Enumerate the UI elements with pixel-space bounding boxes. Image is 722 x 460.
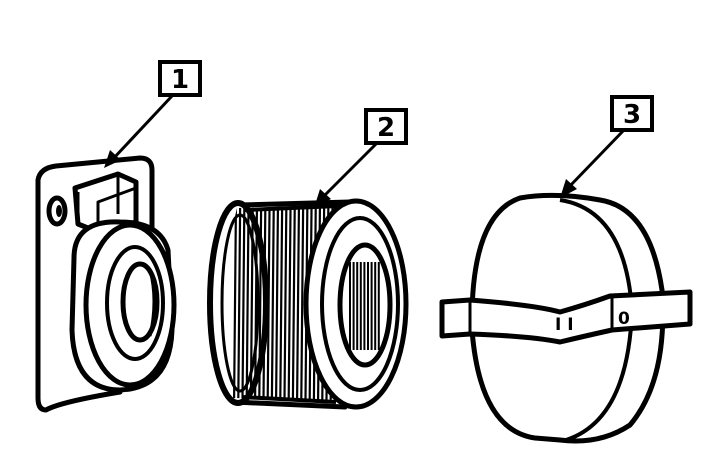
pleat-line	[249, 206, 254, 400]
pleat-line	[283, 206, 288, 400]
callout-1-label: 1	[171, 65, 189, 95]
callout-3: 3	[560, 95, 654, 198]
pleat-line	[241, 206, 246, 400]
part-3-cover	[439, 192, 693, 444]
callout-3-leader	[566, 128, 626, 190]
callout-1-leader	[110, 94, 174, 162]
callout-2-arrowhead	[314, 189, 331, 208]
pleat-line	[266, 206, 271, 400]
pleat-line	[237, 206, 242, 400]
pleat-line	[287, 206, 292, 400]
part-1-housing	[35, 155, 177, 413]
pleat-line	[253, 206, 259, 400]
part-3-strap	[439, 289, 693, 345]
pleat-line	[300, 206, 305, 400]
part-2-filter	[207, 198, 409, 410]
callout-1-arrowhead	[104, 150, 121, 168]
pleat-line	[270, 206, 275, 400]
callout-2-box	[364, 108, 408, 145]
cap-marking-right: 0	[618, 309, 630, 329]
pleat-line	[274, 206, 280, 400]
callout-3-box	[610, 95, 654, 132]
callout-3-label: 3	[623, 100, 641, 130]
pleat-line	[291, 206, 296, 400]
pleat-line	[232, 206, 238, 400]
pleat-line	[295, 206, 301, 400]
callout-2-leader	[320, 140, 380, 200]
pleat-line	[245, 206, 250, 400]
pleat-line	[262, 206, 267, 400]
callout-1-box	[158, 60, 202, 97]
callout-1: 1	[104, 60, 202, 168]
pleat-line	[258, 206, 263, 400]
pleat-line	[279, 206, 284, 400]
callout-2: 2	[314, 108, 408, 208]
cap-marking-left: I I	[555, 315, 574, 335]
callout-3-arrowhead	[560, 179, 577, 198]
callout-2-label: 2	[377, 113, 395, 143]
part-1-bore	[120, 261, 160, 343]
